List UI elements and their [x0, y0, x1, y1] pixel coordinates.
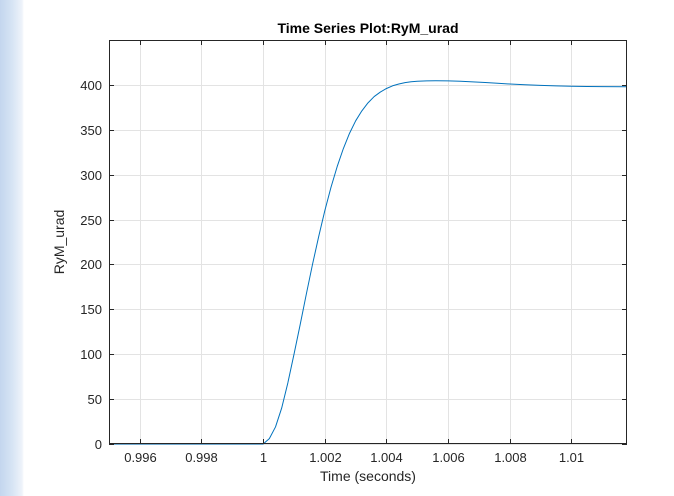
x-tick-label: 1.01	[559, 450, 584, 465]
y-tick-label: 50	[88, 392, 102, 407]
x-axis-label: Time (seconds)	[320, 468, 416, 484]
x-tick-label: 1	[260, 450, 267, 465]
y-tick-label: 0	[95, 437, 102, 452]
y-tick-label: 200	[80, 257, 102, 272]
x-tick-label: 0.996	[124, 450, 157, 465]
y-axis-label: RyM_urad	[51, 210, 67, 275]
plot-area	[109, 40, 627, 444]
y-tick-label: 100	[80, 347, 102, 362]
series-layer	[109, 80, 628, 445]
figure-window: 0.996 0.998 1 1.002 1.004 1.006 1.008 1.01 0 50 1…	[24, 0, 674, 496]
axes-box	[109, 40, 627, 444]
x-tick-label: 0.998	[185, 450, 218, 465]
tick-marks	[109, 40, 627, 445]
y-tick-labels: 0 50 100 150 200 250 300 350 400	[80, 78, 102, 452]
y-tick-label: 250	[80, 213, 102, 228]
series-line	[109, 80, 628, 445]
x-tick-label: 1.002	[309, 450, 342, 465]
chart-title: Time Series Plot:RyM_urad	[277, 20, 458, 36]
x-tick-label: 1.006	[432, 450, 465, 465]
y-tick-label: 350	[80, 123, 102, 138]
grid-lines	[109, 40, 627, 445]
line-chart: 0.996 0.998 1 1.002 1.004 1.006 1.008 1.01 0 50 1…	[51, 20, 628, 484]
y-tick-label: 400	[80, 78, 102, 93]
y-tick-label: 300	[80, 168, 102, 183]
x-tick-label: 1.004	[370, 450, 403, 465]
x-tick-label: 1.008	[494, 450, 527, 465]
y-tick-label: 150	[80, 302, 102, 317]
x-tick-labels: 0.996 0.998 1 1.002 1.004 1.006 1.008 1.01	[124, 450, 584, 465]
